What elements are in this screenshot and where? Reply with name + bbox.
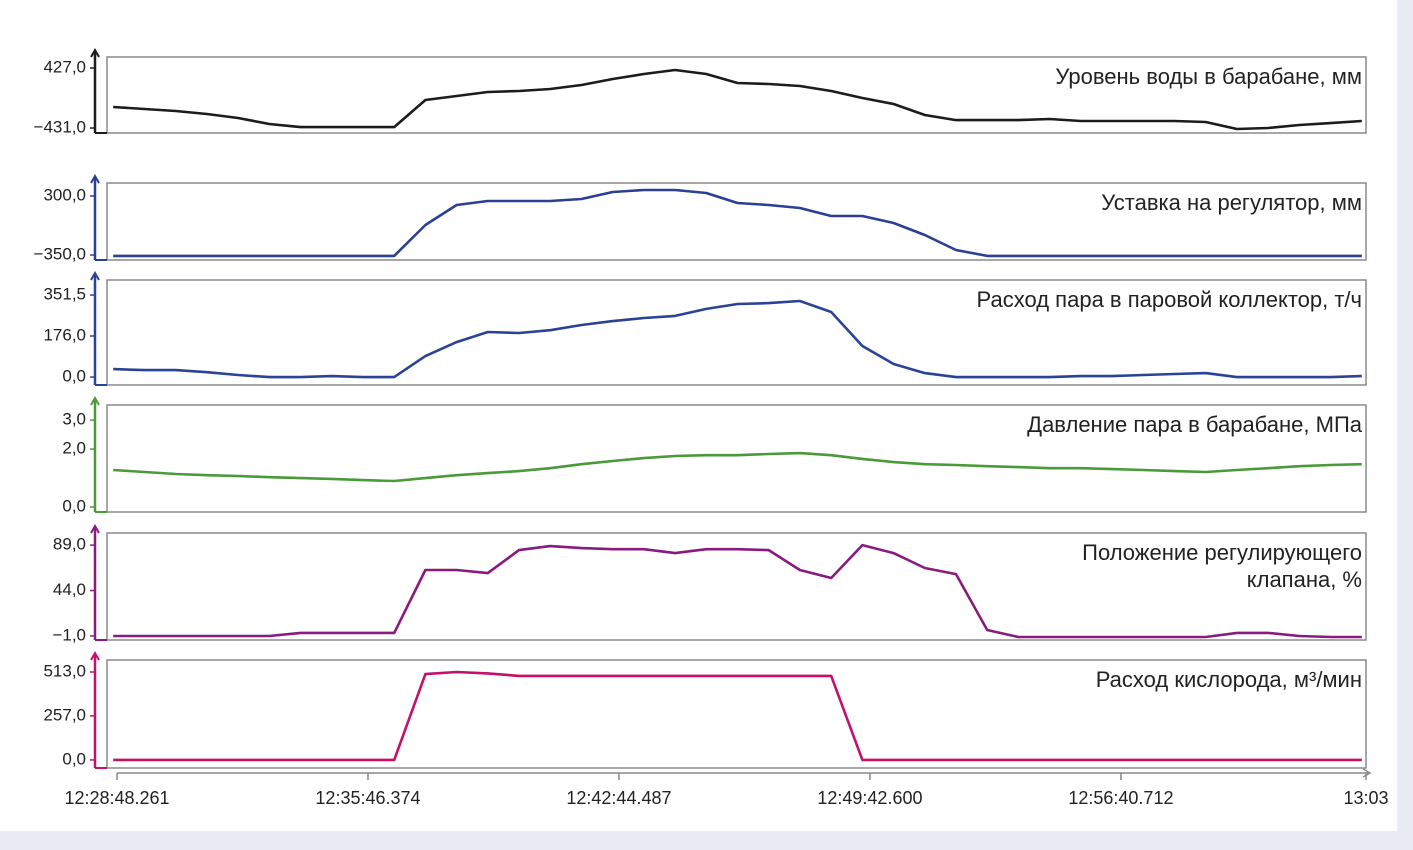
y-tick-label: 0,0 — [62, 749, 86, 768]
panel-frame — [106, 404, 1367, 513]
data-line — [113, 451, 1362, 483]
data-line — [113, 188, 1362, 258]
x-tick-label: 12:56:40.712 — [1068, 788, 1173, 808]
y-tick-label: 44,0 — [53, 580, 86, 599]
panel-title: Расход кислорода, м³/мин — [1096, 667, 1362, 692]
panel-title: Уровень воды в барабане, мм — [1055, 64, 1362, 89]
panel-frame — [106, 56, 1367, 134]
x-tick-label: 12:28:48.261 — [64, 788, 169, 808]
y-axis-arrow — [90, 270, 100, 281]
background — [0, 0, 1397, 831]
data-line — [113, 68, 1362, 131]
y-axis-arrow — [90, 47, 100, 58]
y-tick-label: 0,0 — [62, 367, 86, 386]
y-tick-label: −1,0 — [52, 625, 86, 644]
data-line — [113, 543, 1362, 639]
x-tick-label: 12:35:46.374 — [315, 788, 420, 808]
panel-title: Уставка на регулятор, мм — [1101, 190, 1362, 215]
x-tick-label: 13:03 — [1343, 788, 1388, 808]
y-tick-label: 0,0 — [62, 497, 86, 516]
y-tick-label: 427,0 — [43, 57, 86, 76]
panel-frame — [106, 659, 1367, 769]
panel-title: Положение регулирующего — [1082, 540, 1362, 565]
y-tick-label: 176,0 — [43, 325, 86, 344]
y-axis-arrow — [90, 395, 100, 406]
y-tick-label: −350,0 — [34, 244, 86, 263]
x-tick-label: 12:42:44.487 — [566, 788, 671, 808]
panel-title: клапана, % — [1247, 567, 1362, 592]
x-tick-label: 12:49:42.600 — [817, 788, 922, 808]
y-tick-label: 300,0 — [43, 185, 86, 204]
y-tick-label: 513,0 — [43, 661, 86, 680]
y-tick-label: 89,0 — [53, 535, 86, 554]
data-line — [113, 299, 1362, 379]
y-tick-label: 3,0 — [62, 410, 86, 429]
panel-frame — [106, 532, 1367, 641]
y-tick-label: −431,0 — [34, 118, 86, 137]
data-line — [113, 670, 1362, 762]
y-tick-label: 351,5 — [43, 285, 86, 304]
panel-frame — [106, 182, 1367, 261]
y-axis-arrow — [90, 173, 100, 184]
panel-title: Расход пара в паровой коллектор, т/ч — [977, 287, 1362, 312]
panel-frame — [106, 279, 1367, 386]
y-tick-label: 257,0 — [43, 705, 86, 724]
panel-title: Давление пара в барабане, МПа — [1027, 412, 1363, 437]
y-tick-label: 2,0 — [62, 439, 86, 458]
y-axis-arrow — [90, 650, 100, 661]
y-axis-arrow — [90, 523, 100, 534]
